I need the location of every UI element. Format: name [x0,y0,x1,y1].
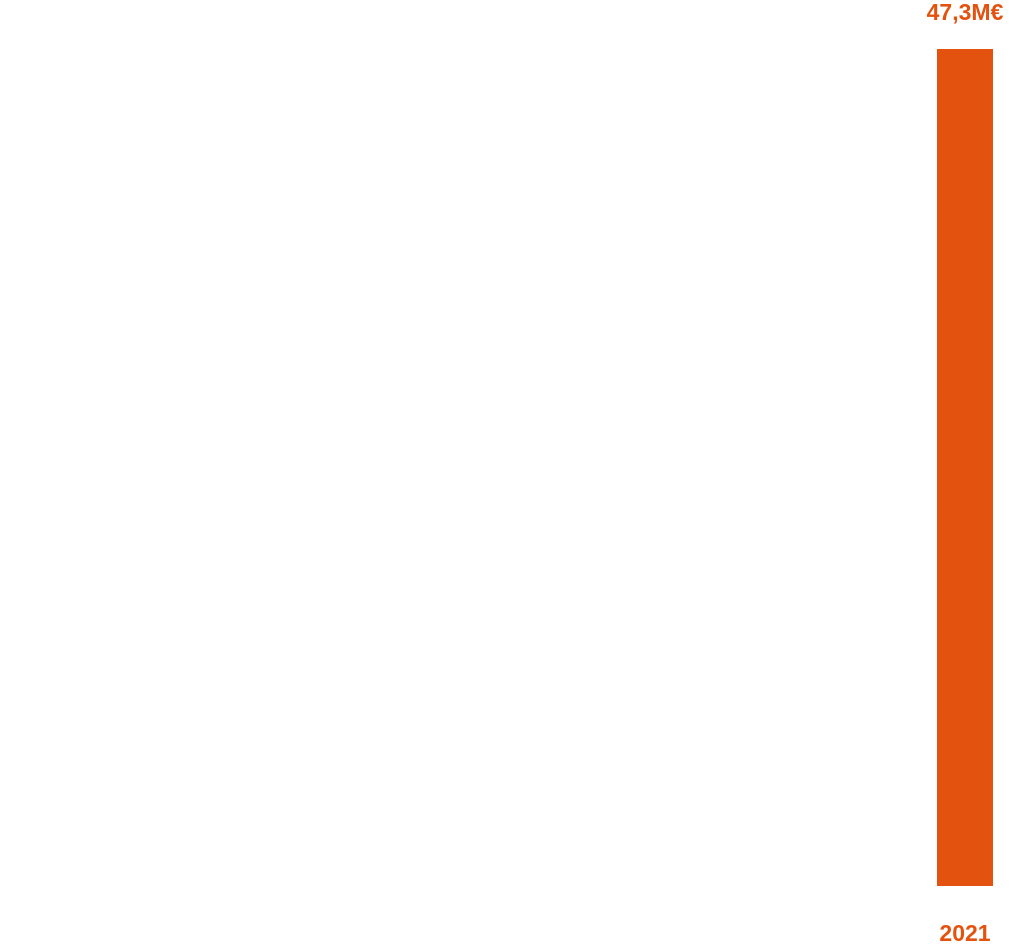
bar [937,49,993,886]
x-tick-label: 2021 [939,920,990,946]
value-label: 47,3M€ [927,0,1004,25]
